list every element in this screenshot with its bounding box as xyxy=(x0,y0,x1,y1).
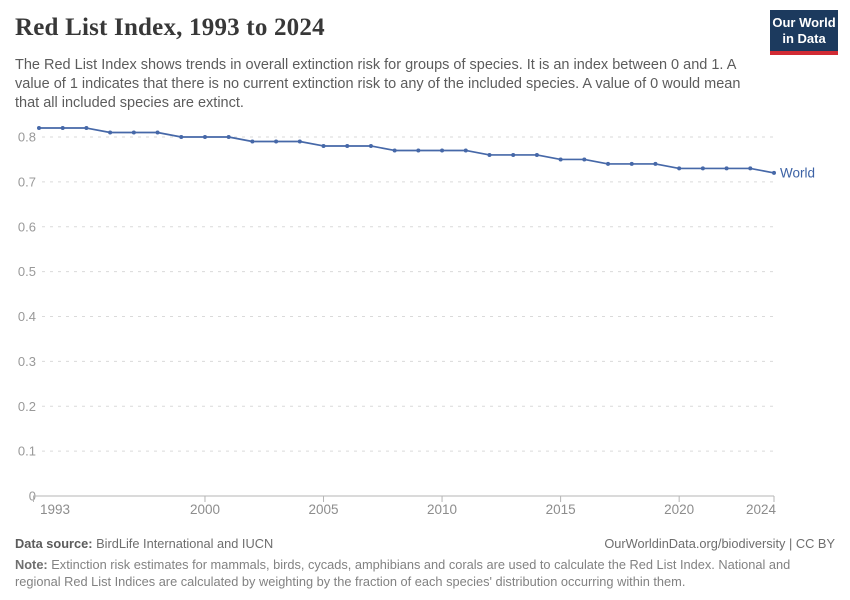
data-point[interactable] xyxy=(155,130,160,135)
x-axis-tick-label: 2015 xyxy=(546,502,576,517)
data-source: Data source: BirdLife International and … xyxy=(15,536,273,551)
owid-logo-line1: Our World xyxy=(772,15,836,30)
x-axis-tick-label: 2024 xyxy=(746,502,777,517)
data-point[interactable] xyxy=(487,152,492,157)
y-axis-tick-label: 0.6 xyxy=(18,219,36,234)
x-axis-tick-label: 1993 xyxy=(40,502,70,517)
x-axis-tick-label: 2010 xyxy=(427,502,457,517)
data-point[interactable] xyxy=(179,135,184,139)
data-point[interactable] xyxy=(321,143,326,148)
chart-footer: Data source: BirdLife International and … xyxy=(15,536,835,590)
y-axis-tick-label: 0.3 xyxy=(18,354,36,369)
y-axis-tick-label: 0.4 xyxy=(18,309,36,324)
owid-logo-line2: in Data xyxy=(782,31,826,46)
y-axis-tick-label: 0 xyxy=(29,489,36,504)
data-point[interactable] xyxy=(653,161,658,166)
data-point[interactable] xyxy=(84,126,89,131)
note-row: Note: Extinction risk estimates for mamm… xyxy=(15,556,835,590)
owid-logo-redbar xyxy=(770,51,838,55)
chart-subtitle: The Red List Index shows trends in overa… xyxy=(15,57,741,111)
data-point[interactable] xyxy=(131,130,136,135)
y-axis-tick-label: 0.2 xyxy=(18,399,36,414)
data-point[interactable] xyxy=(226,135,231,139)
data-point[interactable] xyxy=(416,148,421,153)
note-label: Note: xyxy=(15,557,48,572)
source-row: Data source: BirdLife International and … xyxy=(15,536,835,551)
data-point[interactable] xyxy=(772,170,776,175)
x-axis-tick-label: 2000 xyxy=(190,502,220,517)
x-axis-tick-label: 2005 xyxy=(308,502,338,517)
owid-logo-box: Our World in Data xyxy=(770,10,838,51)
data-point[interactable] xyxy=(440,148,445,153)
data-point[interactable] xyxy=(606,161,611,166)
data-point[interactable] xyxy=(202,135,207,139)
data-point[interactable] xyxy=(108,130,113,135)
data-point[interactable] xyxy=(534,152,539,157)
x-axis-tick-label: 2020 xyxy=(664,502,694,517)
data-point[interactable] xyxy=(724,166,729,171)
series-end-label[interactable]: World xyxy=(780,165,815,180)
data-point[interactable] xyxy=(511,152,516,157)
note-text: Extinction risk estimates for mammals, b… xyxy=(15,557,791,589)
data-point[interactable] xyxy=(582,157,587,162)
data-point[interactable] xyxy=(345,143,350,148)
data-point[interactable] xyxy=(558,157,563,162)
data-point[interactable] xyxy=(60,126,65,131)
page-title: Red List Index, 1993 to 2024 xyxy=(15,14,325,41)
owid-logo[interactable]: Our World in Data xyxy=(770,10,838,55)
trend-line[interactable] xyxy=(38,127,775,174)
y-axis-tick-label: 0.1 xyxy=(18,444,36,459)
data-source-text: BirdLife International and IUCN xyxy=(92,536,274,551)
data-point[interactable] xyxy=(463,148,468,153)
data-point[interactable] xyxy=(368,143,373,148)
owid-link[interactable]: OurWorldinData.org/biodiversity | CC BY xyxy=(604,536,835,551)
data-source-label: Data source: xyxy=(15,536,93,551)
data-point[interactable] xyxy=(748,166,753,171)
data-point[interactable] xyxy=(297,139,302,144)
data-point[interactable] xyxy=(274,139,279,144)
data-point[interactable] xyxy=(250,139,255,144)
y-axis-tick-label: 0.8 xyxy=(18,130,36,145)
data-point[interactable] xyxy=(392,148,397,153)
y-axis-tick-label: 0.7 xyxy=(18,174,36,189)
data-point[interactable] xyxy=(677,166,682,171)
data-point[interactable] xyxy=(700,166,705,171)
data-point[interactable] xyxy=(629,161,634,166)
line-chart[interactable]: 0 0.1 0.2 0.3 0.4 0.5 0.6 0.7 0.8 1993 2000 2005 201… xyxy=(0,112,850,524)
y-axis-tick-label: 0.5 xyxy=(18,264,36,279)
data-point[interactable] xyxy=(37,126,41,131)
